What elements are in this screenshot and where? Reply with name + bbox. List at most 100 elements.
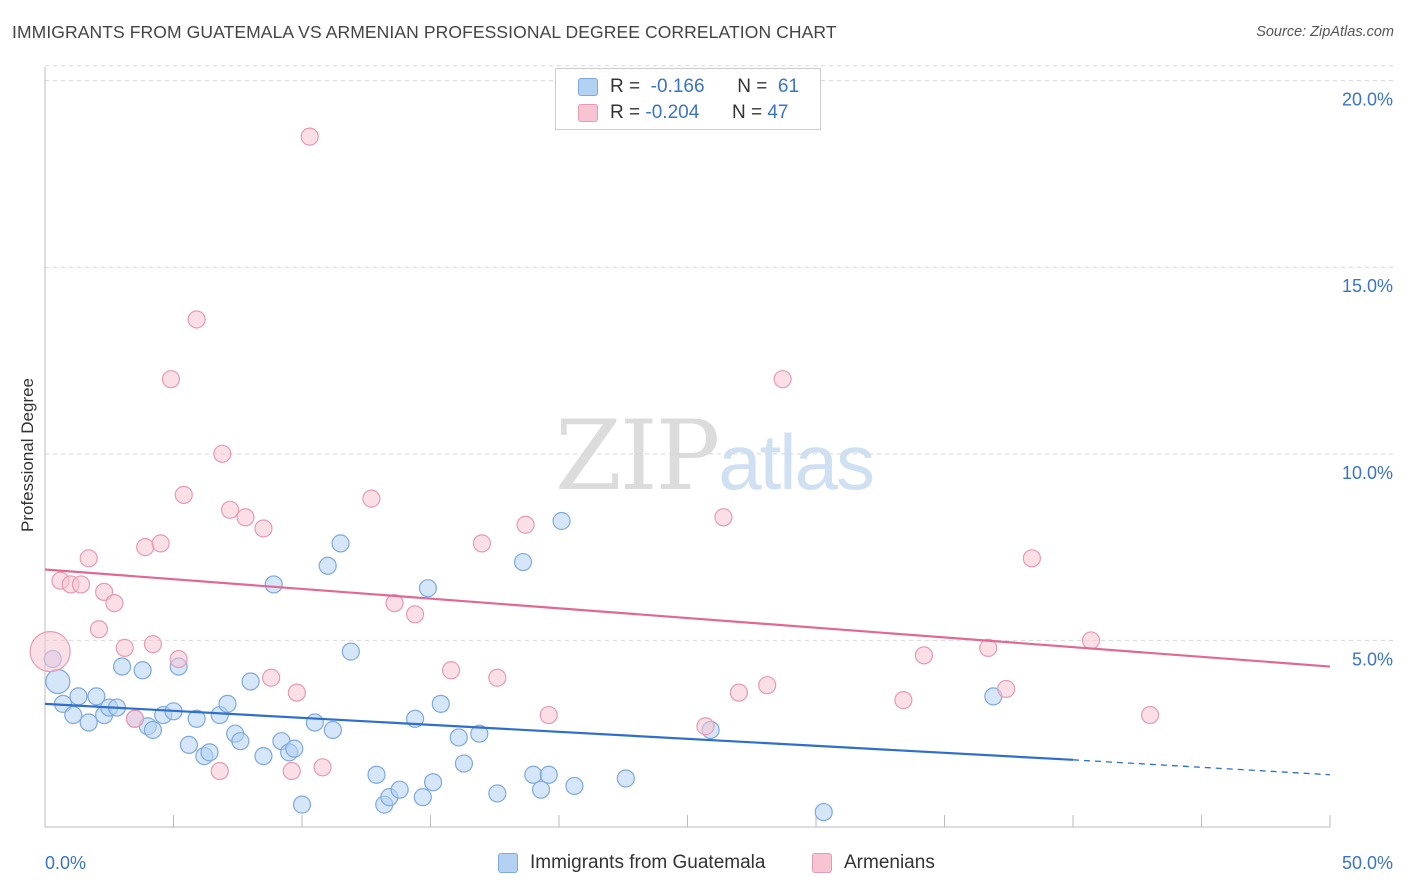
- x-tick-label: 50.0%: [1342, 853, 1393, 873]
- armenians-point: [151, 534, 170, 553]
- guatemala-trendline-extension: [1072, 759, 1331, 776]
- guatemala-point: [454, 754, 474, 773]
- armenians-point: [210, 761, 229, 781]
- r-value: -0.204: [645, 102, 700, 123]
- y-tick-label: 15.0%: [1342, 276, 1393, 296]
- guatemala-point: [112, 657, 132, 676]
- armenians-point: [282, 761, 301, 781]
- guatemala-point: [305, 713, 324, 732]
- armenians-point: [79, 549, 98, 568]
- armenians-point: [472, 534, 491, 553]
- guatemala-point: [616, 769, 635, 788]
- guatemala-point: [187, 709, 206, 728]
- armenians-point: [115, 638, 134, 657]
- armenians-point: [287, 683, 306, 702]
- n-label: N =: [731, 102, 763, 123]
- armenians-point: [1081, 631, 1101, 650]
- legend-row-guatemala: R = -0.166 N = 61: [578, 75, 799, 99]
- guatemala-point: [531, 780, 551, 799]
- guatemala-point: [69, 687, 88, 706]
- armenians-point: [914, 646, 934, 665]
- armenians-point: [696, 717, 715, 736]
- armenians-point: [213, 444, 232, 463]
- guatemala-point: [323, 720, 342, 740]
- legend-item-armenians: Armenians: [812, 852, 935, 874]
- guatemala-point: [449, 728, 468, 747]
- guatemala-point: [133, 661, 152, 680]
- guatemala-swatch: [578, 78, 598, 96]
- r-label: R =: [610, 102, 641, 123]
- armenians-point: [169, 649, 188, 669]
- legend-label-armenians: Armenians: [844, 852, 935, 873]
- guatemala-point: [390, 780, 409, 799]
- armenians-point: [174, 485, 193, 504]
- armenians-point: [143, 635, 163, 654]
- y-tick-label: 20.0%: [1342, 90, 1393, 110]
- guatemala-point: [179, 735, 199, 755]
- armenians-point: [729, 683, 749, 702]
- guatemala-point: [524, 765, 543, 784]
- armenians-point: [136, 538, 155, 557]
- guatemala-point: [413, 788, 432, 807]
- armenians-point: [71, 575, 91, 594]
- armenians-point: [441, 661, 461, 680]
- guatemala-point: [565, 776, 584, 796]
- y-axis-label: Professional Degree: [18, 377, 37, 533]
- armenians-point: [220, 500, 240, 519]
- guatemala-point: [488, 784, 507, 803]
- series-legend: Immigrants from Guatemala Armenians: [0, 850, 1406, 878]
- n-label: N =: [737, 76, 768, 97]
- legend-item-guatemala: Immigrants from Guatemala: [498, 852, 765, 874]
- armenians-point: [405, 605, 425, 624]
- source-label: Source: ZipAtlas.com: [1256, 24, 1394, 40]
- armenians-point: [254, 519, 273, 538]
- armenians-point: [161, 370, 181, 389]
- watermark-zip: ZIP: [555, 400, 720, 512]
- guatemala-swatch: [498, 853, 518, 873]
- legend-row-armenians: R = -0.204 N = 47: [578, 101, 788, 125]
- guatemala-point: [285, 739, 304, 758]
- n-value: 47: [767, 102, 789, 123]
- guatemala-point: [431, 694, 450, 713]
- correlation-legend: R = -0.166 N = 61 R = -0.204 N = 47: [555, 68, 821, 130]
- armenians-point: [95, 582, 114, 602]
- r-value: -0.166: [650, 76, 705, 97]
- guatemala-point: [814, 802, 833, 822]
- guatemala-point: [418, 579, 438, 598]
- chart-title: IMMIGRANTS FROM GUATEMALA VS ARMENIAN PR…: [12, 22, 837, 42]
- armenians-point: [997, 679, 1016, 699]
- guatemala-point: [87, 687, 106, 706]
- guatemala-point: [367, 765, 386, 784]
- guatemala-point: [423, 773, 443, 792]
- armenians-point: [714, 508, 733, 527]
- x-tick-label: 0.0%: [45, 853, 86, 873]
- armenians-point: [1140, 705, 1160, 725]
- guatemala-point: [264, 575, 283, 594]
- armenians-point: [385, 593, 404, 613]
- guatemala-point: [513, 552, 533, 572]
- watermark-atlas: atlas: [718, 418, 875, 506]
- armenians-point: [125, 709, 145, 728]
- guatemala-point: [143, 720, 163, 740]
- armenians-point: [539, 705, 558, 725]
- y-tick-label: 10.0%: [1342, 463, 1393, 483]
- guatemala-point: [45, 668, 71, 695]
- armenians-point: [105, 593, 124, 613]
- armenians-point: [300, 127, 319, 146]
- armenians-point: [187, 310, 206, 329]
- armenians-point: [758, 676, 777, 695]
- guatemala-point: [341, 642, 360, 661]
- armenians-point: [1022, 549, 1041, 568]
- r-label: R =: [610, 76, 641, 97]
- guatemala-point: [254, 746, 273, 766]
- legend-label-guatemala: Immigrants from Guatemala: [530, 852, 766, 873]
- guatemala-point: [218, 694, 237, 713]
- guatemala-point: [331, 534, 350, 553]
- armenians-trendline: [44, 568, 1331, 668]
- guatemala-point: [200, 743, 219, 762]
- guatemala-point: [470, 724, 489, 743]
- armenians-point: [362, 489, 381, 508]
- armenians-point: [313, 758, 332, 777]
- armenians-point: [262, 668, 281, 687]
